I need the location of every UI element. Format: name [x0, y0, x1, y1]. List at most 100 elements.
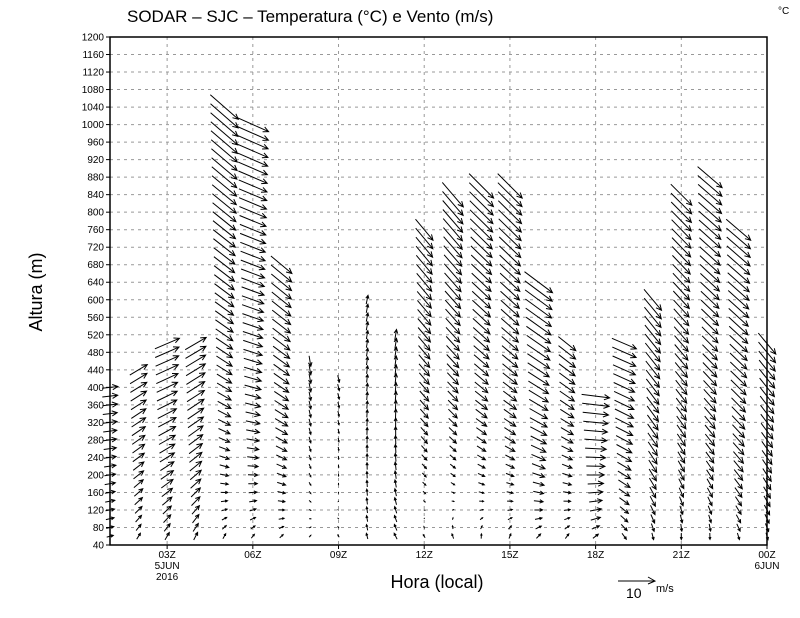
wind-arrow [365, 479, 369, 488]
wind-arrow [221, 524, 228, 530]
wind-arrow [729, 361, 748, 379]
wind-arrow [211, 148, 238, 172]
wind-arrow [499, 272, 521, 293]
plot-frame [109, 36, 768, 546]
wind-arrow [471, 290, 492, 310]
wind-arrow [157, 399, 178, 411]
wind-arrow [475, 408, 488, 419]
wind-arrow [592, 533, 600, 539]
y-tick-label: 1040 [82, 103, 105, 114]
wind-arrow [733, 469, 744, 482]
wind-arrow [365, 417, 369, 427]
wind-arrow [612, 355, 637, 367]
wind-arrow [248, 481, 259, 486]
wind-arrow [562, 472, 573, 478]
wind-arrow [678, 469, 685, 482]
wind-arrow [308, 391, 313, 402]
wind-arrow [444, 299, 462, 318]
wind-arrow [446, 363, 460, 377]
wind-arrow [472, 299, 492, 318]
wind-arrow [507, 499, 514, 503]
wind-arrow [649, 495, 656, 508]
wind-arrow [273, 372, 290, 385]
wind-arrow [476, 445, 487, 453]
wind-arrow [418, 363, 431, 377]
wind-arrow [478, 482, 486, 486]
wind-arrow [133, 470, 145, 480]
wind-arrow [273, 363, 291, 377]
wind-arrow [472, 318, 491, 335]
wind-arrow [241, 304, 265, 314]
wind-arrow [279, 533, 284, 539]
wind-arrow [585, 454, 607, 461]
wind-arrow [697, 175, 723, 198]
wind-arrow [212, 202, 237, 223]
wind-arrow [275, 445, 288, 452]
wind-arrow [161, 496, 173, 506]
wind-arrow [156, 373, 180, 385]
wind-arrow [130, 399, 148, 411]
wind-arrow [272, 336, 291, 351]
wind-arrow [445, 308, 461, 327]
wind-arrow [561, 454, 574, 461]
wind-arrow [533, 490, 545, 495]
wind-arrow [614, 408, 635, 419]
wind-arrow [393, 514, 398, 523]
wind-arrow [160, 461, 175, 472]
wind-arrow [563, 490, 573, 495]
wind-arrow [528, 389, 550, 403]
wind-arrow [589, 498, 604, 504]
wind-arrow [703, 380, 717, 396]
wind-arrow [132, 452, 146, 463]
wind-arrow [727, 263, 751, 284]
wind-arrow [393, 478, 398, 488]
wind-arrow [213, 265, 236, 283]
wind-arrow [705, 442, 715, 456]
wind-arrow [451, 491, 456, 494]
wind-arrow [419, 399, 430, 411]
wind-arrow [337, 410, 341, 418]
y-tick-label: 440 [87, 365, 104, 376]
wind-arrow [582, 402, 611, 409]
wind-arrow [563, 499, 572, 503]
wind-arrow [275, 436, 289, 444]
wind-arrow [697, 184, 723, 206]
wind-arrow [562, 482, 573, 486]
wind-arrow [184, 336, 208, 351]
wind-arrow [270, 255, 293, 275]
wind-arrow [240, 241, 267, 254]
wind-arrow [526, 344, 551, 361]
wind-arrow [559, 390, 576, 402]
wind-arrow [585, 445, 608, 453]
wind-arrow [217, 418, 232, 426]
y-tick-label: 1080 [82, 85, 105, 96]
wind-arrow [210, 139, 239, 163]
wind-arrow [192, 513, 200, 524]
wind-arrow [308, 534, 312, 538]
wind-arrow [337, 428, 340, 435]
wind-arrow [560, 418, 575, 427]
wind-arrow [308, 409, 312, 419]
wind-arrow [443, 254, 463, 276]
wind-arrow [698, 210, 722, 232]
wind-arrow [469, 209, 494, 233]
wind-arrow [393, 496, 397, 505]
wind-arrow [532, 472, 546, 479]
wind-arrow [671, 219, 692, 241]
wind-arrow [443, 245, 463, 268]
wind-arrow [650, 523, 655, 533]
wind-arrow [442, 218, 464, 242]
wind-arrow [393, 461, 398, 471]
wind-arrow [701, 335, 719, 353]
wind-arrow [129, 364, 149, 376]
wind-arrow [730, 379, 747, 396]
wind-arrow [185, 354, 207, 368]
wind-arrow [241, 295, 265, 305]
wind-arrow [645, 378, 660, 397]
wind-arrow [186, 372, 206, 385]
wind-arrow [700, 290, 720, 310]
wind-arrow [731, 397, 747, 413]
wind-arrow [706, 487, 713, 499]
wind-arrow [736, 523, 741, 533]
wind-arrow [726, 254, 751, 276]
